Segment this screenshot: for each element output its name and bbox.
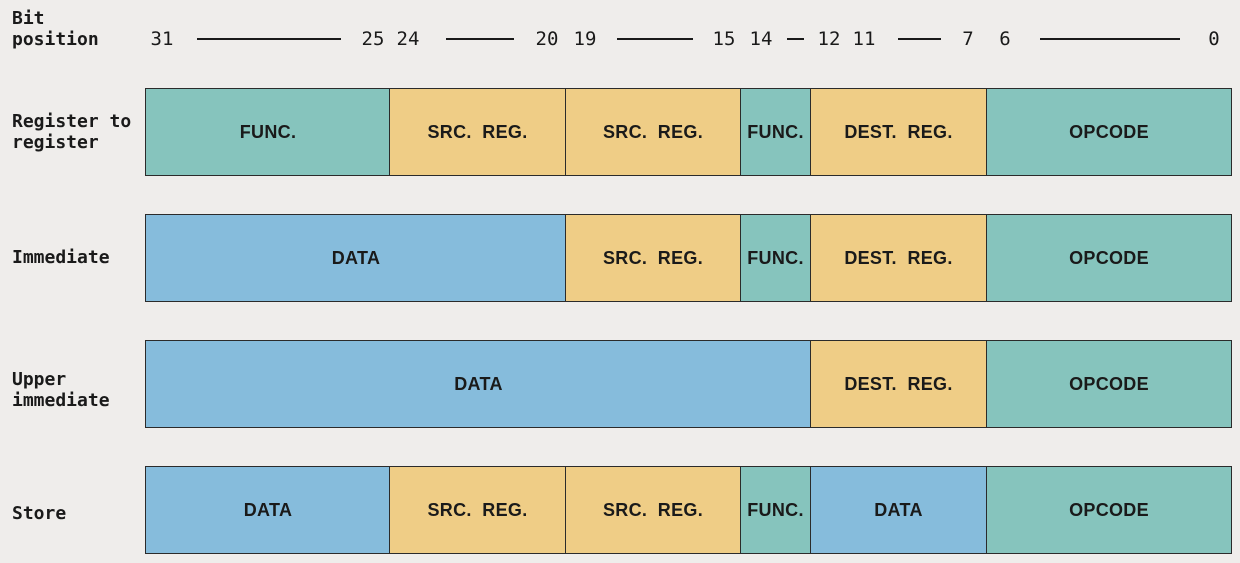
field-src-reg: SRC. REG. bbox=[565, 214, 741, 302]
field-src-reg: SRC. REG. bbox=[565, 88, 741, 176]
bit-range-dash bbox=[1040, 38, 1180, 40]
format-row-upper-immediate: DATA DEST. REG. OPCODE bbox=[145, 340, 1233, 428]
bit-11: 11 bbox=[852, 28, 876, 50]
row-label-upper-immediate: Upper immediate bbox=[12, 369, 110, 411]
field-data: DATA bbox=[145, 466, 391, 554]
format-row-register-to-register: FUNC. SRC. REG. SRC. REG. FUNC. DEST. RE… bbox=[145, 88, 1233, 176]
field-opcode: OPCODE bbox=[986, 214, 1232, 302]
field-dest-reg: DEST. REG. bbox=[810, 88, 987, 176]
bit-position-label: Bit position bbox=[12, 8, 99, 50]
bit-range-dash bbox=[787, 38, 804, 40]
field-src-reg: SRC. REG. bbox=[389, 88, 566, 176]
bit-range-dash bbox=[898, 38, 941, 40]
bit-6: 6 bbox=[999, 28, 1011, 50]
field-func: FUNC. bbox=[145, 88, 391, 176]
bit-range-dash bbox=[446, 38, 514, 40]
bit-25: 25 bbox=[361, 28, 385, 50]
field-src-reg: SRC. REG. bbox=[389, 466, 566, 554]
bit-31: 31 bbox=[150, 28, 174, 50]
field-func: FUNC. bbox=[740, 466, 811, 554]
field-src-reg: SRC. REG. bbox=[565, 466, 741, 554]
bit-0: 0 bbox=[1208, 28, 1220, 50]
field-func: FUNC. bbox=[740, 88, 811, 176]
field-opcode: OPCODE bbox=[986, 88, 1232, 176]
bit-20: 20 bbox=[535, 28, 559, 50]
bit-12: 12 bbox=[817, 28, 841, 50]
bit-19: 19 bbox=[573, 28, 597, 50]
field-data: DATA bbox=[145, 214, 567, 302]
field-dest-reg: DEST. REG. bbox=[810, 340, 987, 428]
field-dest-reg: DEST. REG. bbox=[810, 214, 987, 302]
row-label-store: Store bbox=[12, 503, 67, 524]
field-opcode: OPCODE bbox=[986, 340, 1232, 428]
row-label-immediate: Immediate bbox=[12, 247, 110, 268]
field-opcode: OPCODE bbox=[986, 466, 1232, 554]
field-func: FUNC. bbox=[740, 214, 811, 302]
field-data: DATA bbox=[145, 340, 812, 428]
format-row-immediate: DATA SRC. REG. FUNC. DEST. REG. OPCODE bbox=[145, 214, 1233, 302]
bit-range-dash bbox=[617, 38, 693, 40]
bit-range-dash bbox=[197, 38, 341, 40]
bit-15: 15 bbox=[712, 28, 736, 50]
format-row-store: DATA SRC. REG. SRC. REG. FUNC. DATA OPCO… bbox=[145, 466, 1233, 554]
bit-14: 14 bbox=[749, 28, 773, 50]
field-data: DATA bbox=[810, 466, 987, 554]
row-label-register-to-register: Register to register bbox=[12, 111, 132, 153]
bit-24: 24 bbox=[396, 28, 420, 50]
bit-7: 7 bbox=[962, 28, 974, 50]
